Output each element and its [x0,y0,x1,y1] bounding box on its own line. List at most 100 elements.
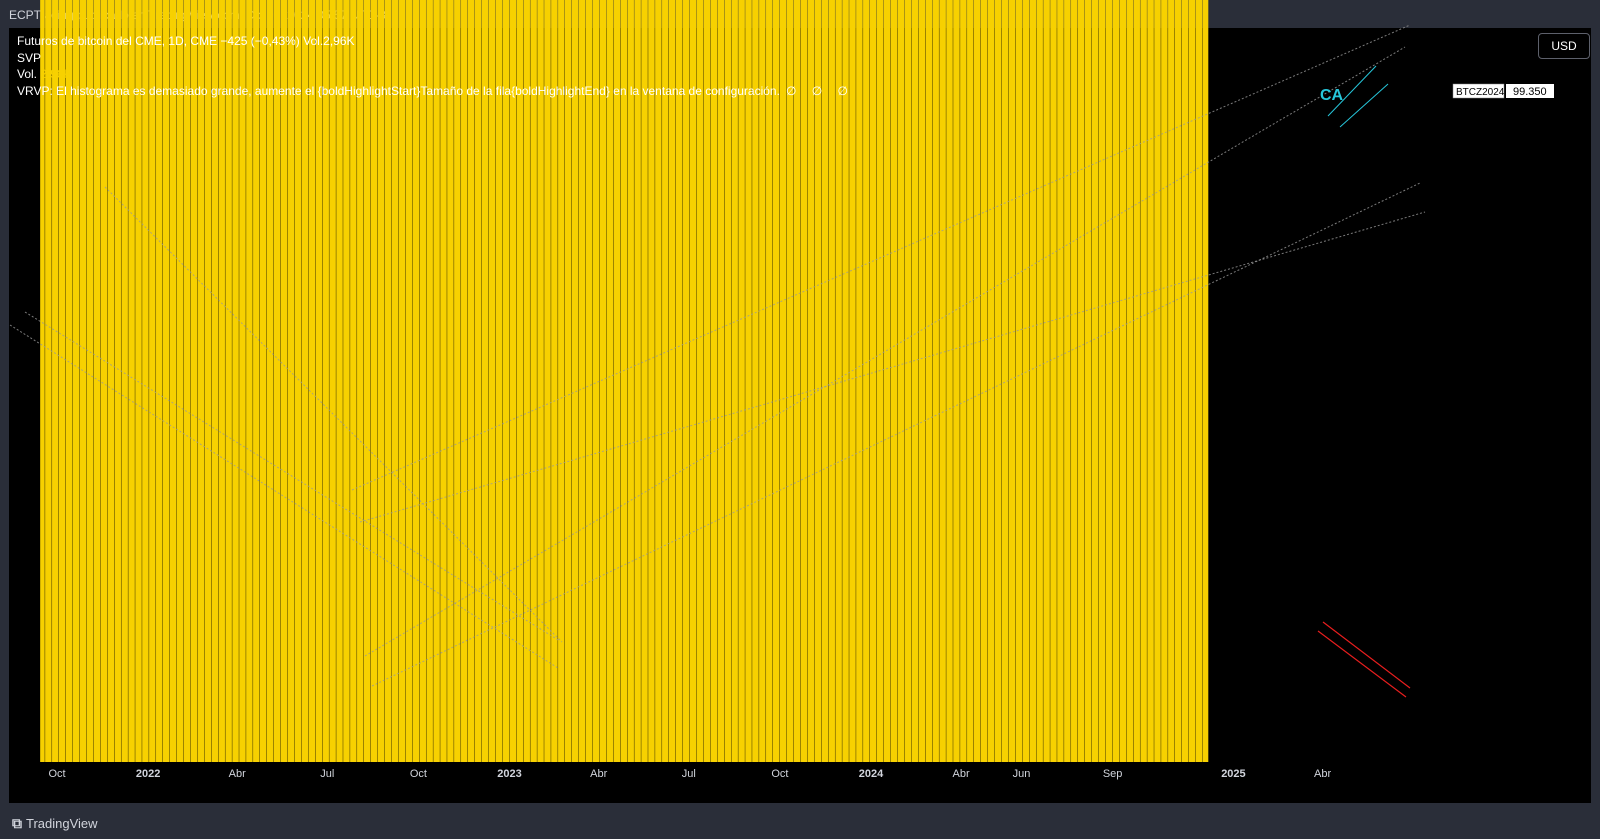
ca-channel-line [1339,83,1389,128]
volume-bar [1109,0,1113,762]
x-tick-label: Jul [320,768,334,780]
volume-bar [659,0,662,762]
volume-bar [1061,0,1064,762]
x-tick-label: 2023 [497,768,521,780]
volume-bar [693,0,697,762]
volume-bar [173,0,177,762]
volume-bar [1123,0,1127,763]
volume-bar [499,0,503,763]
volume-bar [291,0,295,763]
x-tick-label: Abr [953,768,970,780]
ca-channel-line [1327,65,1377,117]
volume-bar [957,0,960,762]
volume-bar [1033,0,1036,763]
volume-bars [40,0,1209,763]
volume-bar [1019,0,1023,763]
volume-bar [374,0,378,763]
volume-bar [319,0,323,762]
volume-bar [437,0,440,762]
volume-bar [270,0,274,762]
volume-bar [250,0,253,762]
volume-bar [541,0,544,762]
volume-bar [42,0,45,762]
volume-bar [783,0,787,763]
volume-bar [208,0,212,762]
volume-bar [894,0,898,762]
volume-bar [804,0,808,763]
volume-bar [763,0,766,762]
x-tick-label: Abr [1314,768,1331,780]
volume-bar [159,0,163,763]
vrvp-circles: ∅ ∅ ∅ [785,83,854,98]
volume-bar [1095,0,1099,762]
volume-bar [742,0,745,762]
x-tick-label: Abr [229,768,246,780]
x-tick-label: 2022 [136,768,160,780]
volume-bar [166,0,170,762]
currency-button[interactable]: USD [1538,33,1590,59]
volume-bar [991,0,995,762]
channel-line [371,182,1421,687]
volume-bar [984,0,988,762]
volume-bar [118,0,121,762]
volume-bar [1040,0,1043,763]
volume-bar [1047,0,1050,763]
volume-bar [811,0,815,763]
x-tick-label: Oct [48,768,65,780]
volume-bar [62,0,66,762]
volume-bar [596,0,600,762]
channel-line [364,46,1406,657]
volume-bar [305,0,309,762]
chart-legend: Futuros de bitcoin del CME, 1D, CME −425… [17,33,854,99]
volume-bar [998,0,1002,762]
volume-bar [769,0,773,762]
volume-bar [776,0,780,762]
volume-bar [1172,0,1175,762]
volume-bar [1144,0,1147,763]
volume-bar [867,0,870,762]
volume-bar [839,0,842,762]
volume-bar [111,0,115,763]
volume-bar [749,0,752,762]
volume-bar [76,0,80,762]
volume-bar [908,0,912,763]
volume-bar [1165,0,1168,762]
price-tag: BTCZ2024 99.350 [1452,83,1554,99]
volume-bar [707,0,711,762]
x-tick-label: Jul [682,768,696,780]
volume-bar [423,0,426,763]
volume-bar [451,0,454,762]
x-tick-label: Oct [771,768,788,780]
volume-bar [49,0,52,762]
volume-bar [139,0,142,763]
x-tick-label: 2025 [1221,768,1245,780]
volume-bar [1012,0,1016,762]
channel-line [359,211,1426,523]
volume-bar [922,0,926,763]
volume-bar [1081,0,1085,762]
volume-bar [977,0,981,762]
volume-bar [187,0,191,762]
volume-value: 2,96K [40,67,72,81]
volume-bar [312,0,316,762]
volume-bar [901,0,905,763]
volume-bar [929,0,933,762]
volume-bar [548,0,551,762]
volume-bar [298,0,302,763]
volume-bar [194,0,198,762]
price-tag-value: 99.350 [1513,86,1547,98]
volume-bar [672,0,676,762]
svp-indicator: SVP [17,50,42,65]
volume-bar [527,0,530,762]
volume-bar [1199,0,1203,762]
volume-bar [971,0,974,763]
volume-bar [513,0,517,762]
volume-bar [388,0,392,762]
volume-bar [236,0,239,762]
time-axis: Oct 2022 Abr Jul Oct 2023 Abr Jul Oct 2024 Abr Jun S… [48,768,1331,780]
volume-bar [853,0,856,763]
volume-trend-line [1317,630,1407,698]
volume-bar [756,0,759,763]
volume-bar [631,0,634,762]
